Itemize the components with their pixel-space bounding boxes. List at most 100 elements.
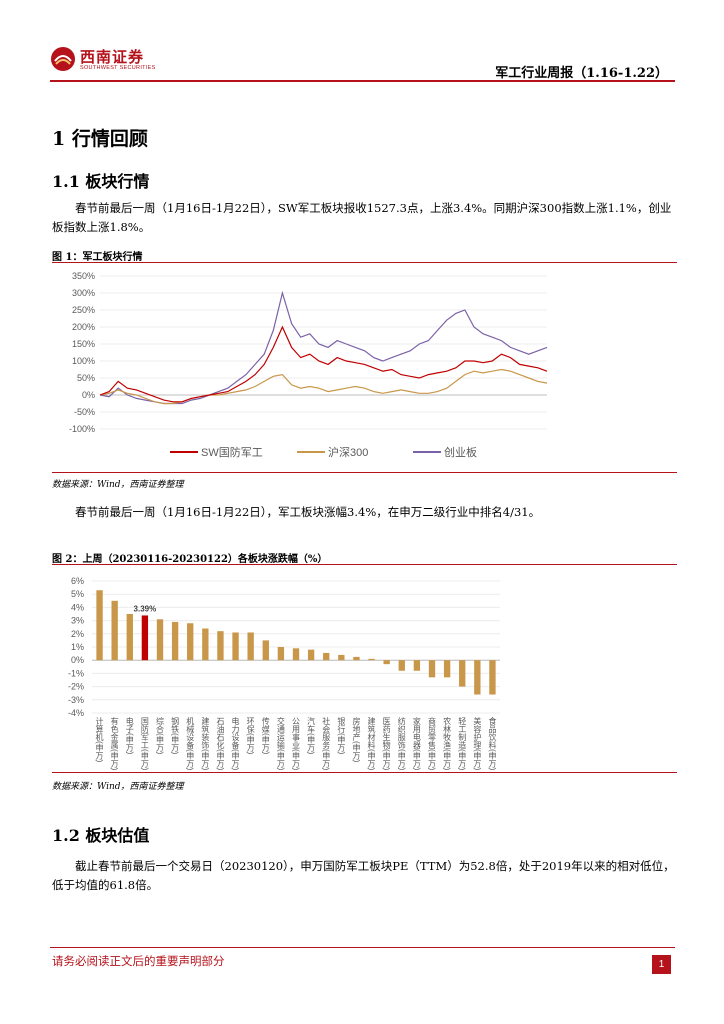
x-tick-label: 汽车(申万) <box>307 716 316 755</box>
bar <box>217 631 224 661</box>
bar <box>368 658 375 661</box>
y-tick-label: 0% <box>82 390 95 400</box>
figure-2-source: 数据来源：Wind，西南证券整理 <box>52 782 184 792</box>
bar <box>443 660 451 678</box>
y-tick-label: 50% <box>77 373 95 383</box>
y-tick-label: -1% <box>68 668 84 678</box>
x-tick-label: 计算机(申万) <box>95 716 104 763</box>
legend-label: 创业板 <box>444 445 477 459</box>
paragraph-ranking: 春节前最后一周（1月16日-1月22日），军工板块涨幅3.4%，在申万二级行业中… <box>75 505 541 519</box>
bar <box>383 660 390 665</box>
y-tick-label: 100% <box>72 356 95 366</box>
y-tick-label: 6% <box>71 576 84 586</box>
x-tick-label: 钢铁(申万) <box>171 716 180 755</box>
line-chart-military-index: -100% -50% 0% 50% 100% 150% 200% 250% 300% 350% SW… <box>69 271 548 459</box>
x-tick-label: 社会服务(申万) <box>322 716 331 770</box>
x-tick-label: 食品饮料(申万) <box>488 716 497 770</box>
x-tick-label: 有色金属(申万) <box>110 716 119 770</box>
bar <box>96 590 103 661</box>
y-tick-label: -3% <box>68 695 84 705</box>
bar <box>202 628 209 661</box>
bar <box>187 623 194 661</box>
x-tick-label: 交通运输(申万) <box>276 716 285 770</box>
x-tick-label: 公用事业(申万) <box>292 717 301 770</box>
figure-2-bottom-rule <box>52 772 677 773</box>
y-tick-label: -50% <box>74 407 95 417</box>
bar <box>459 660 466 687</box>
y-tick-label: 150% <box>72 339 95 349</box>
figure-1-top-rule <box>52 262 677 263</box>
bar <box>489 660 496 695</box>
bar <box>277 647 285 661</box>
paragraph-market: 春节前最后一周（1月16日-1月22日），SW军工板块报收1527.3点，上涨3… <box>52 201 672 234</box>
bar <box>126 614 133 661</box>
bar <box>141 615 149 661</box>
bar <box>323 652 330 661</box>
bar <box>247 632 254 661</box>
y-tick-label: 1% <box>71 642 84 652</box>
report-title: 军工行业周报（1.16-1.22） <box>495 66 668 81</box>
paragraph-valuation: 截止春节前最后一个交易日（20230120），申万国防军工板块PE（TTM）为5… <box>52 859 675 892</box>
y-tick-label: 3% <box>71 616 84 626</box>
x-tick-label: 建筑材料(申万) <box>367 716 376 770</box>
footer-disclaimer: 请务必阅读正文后的重要声明部分 <box>52 954 225 968</box>
bar <box>232 632 239 661</box>
bar <box>292 648 300 661</box>
x-tick-label: 医药生物(申万) <box>382 717 391 770</box>
y-tick-label: 5% <box>71 589 84 599</box>
figure-1-title: 图 1：军工板块行情 <box>52 252 143 263</box>
page-number: 1 <box>652 955 671 974</box>
x-tick-label: 商贸零售(申万) <box>428 716 437 770</box>
bar <box>398 660 405 671</box>
logo-english-name: SOUTHWEST SECURITIES <box>80 65 156 71</box>
y-tick-label: -4% <box>68 708 84 718</box>
y-tick-label: 250% <box>72 305 95 315</box>
bar <box>307 649 315 661</box>
x-tick-label: 机械设备(申万) <box>186 716 195 770</box>
series-line <box>99 368 548 405</box>
bar <box>111 600 118 661</box>
footer-divider <box>50 947 675 948</box>
x-tick-label: 石油石化(申万) <box>216 717 225 770</box>
x-tick-label: 农林牧渔(申万) <box>443 716 452 770</box>
series-line <box>99 325 548 403</box>
y-tick-label: -100% <box>69 424 95 434</box>
y-tick-label: 4% <box>71 602 84 612</box>
y-tick-label: 350% <box>72 271 95 281</box>
x-tick-label: 传媒(申万) <box>261 716 270 755</box>
y-tick-label: 2% <box>71 629 84 639</box>
x-tick-label: 纺织服饰(申万) <box>397 716 406 770</box>
x-tick-label: 国防军工(申万) <box>140 717 149 770</box>
subsection-heading: 1.1 板块行情 <box>52 172 150 191</box>
y-tick-label: 200% <box>72 322 95 332</box>
x-tick-label: 轻工制造(申万) <box>458 716 467 770</box>
brand-logo: 西南证券 SOUTHWEST SECURITIES <box>50 44 155 76</box>
bar <box>156 619 164 661</box>
x-tick-label: 电子(申万) <box>125 716 134 755</box>
header-divider <box>50 80 675 82</box>
bar <box>171 621 179 661</box>
logo-emblem-icon <box>51 47 75 71</box>
legend-label: SW国防军工 <box>201 445 263 459</box>
x-tick-label: 综合(申万) <box>156 716 165 755</box>
x-tick-label: 家用电器(申万) <box>412 716 421 770</box>
y-tick-label: 300% <box>72 288 95 298</box>
x-tick-label: 房地产(申万) <box>352 716 361 763</box>
bar <box>474 660 481 695</box>
bar-chart-sector-returns: 6% 5% 4% 3% 2% 1% 0% -1% -2% -3% -4% 3.39% 计算机(申万) 有色… <box>68 576 500 770</box>
x-tick-label: 美容护理(申万) <box>473 716 482 770</box>
legend-label: 沪深300 <box>328 445 368 459</box>
x-tick-label: 电力设备(申万) <box>231 716 240 770</box>
bar <box>353 656 360 661</box>
figure-2-top-rule <box>52 564 677 565</box>
bar-data-label: 3.39% <box>134 604 157 613</box>
y-tick-label: 0% <box>71 655 84 665</box>
figure-1-bottom-rule <box>52 472 677 473</box>
figure-2-title: 图 2：上周（20230116-20230122）各板块涨跌幅（%） <box>52 554 328 565</box>
logo-chinese-name: 西南证券 <box>80 48 145 66</box>
bar <box>428 660 436 678</box>
subsection-heading-valuation: 1.2 板块估值 <box>52 826 150 845</box>
y-tick-label: -2% <box>68 682 84 692</box>
x-tick-label: 环保(申万) <box>246 717 255 755</box>
x-tick-label: 银行(申万) <box>337 716 346 755</box>
